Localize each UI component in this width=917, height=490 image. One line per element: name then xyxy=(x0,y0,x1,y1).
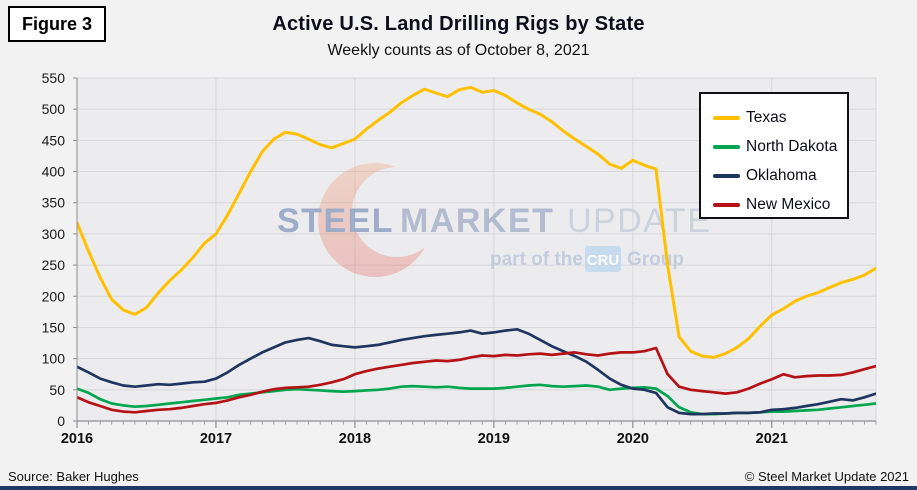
copyright-note: © Steel Market Update 2021 xyxy=(744,469,909,484)
chart-axes: 2016 2017 2018 2019 2020 2021 0 50 100 150 200 250 3… xyxy=(42,70,877,447)
legend-item-texas: Texas xyxy=(713,103,847,132)
svg-text:2020: 2020 xyxy=(617,431,649,447)
svg-text:450: 450 xyxy=(42,132,66,148)
chart-title: Active U.S. Land Drilling Rigs by State xyxy=(272,13,645,35)
cru-badge-label: CRU xyxy=(587,252,620,269)
svg-text:100: 100 xyxy=(42,351,66,367)
svg-text:2021: 2021 xyxy=(756,431,788,447)
svg-text:2017: 2017 xyxy=(200,431,232,447)
svg-text:550: 550 xyxy=(42,70,66,86)
watermark-text: STEEL MARKET UPDATE xyxy=(277,202,711,240)
cru-badge xyxy=(585,246,621,272)
legend-item-oklahoma: Oklahoma xyxy=(713,161,847,190)
svg-text:2016: 2016 xyxy=(61,431,93,447)
watermark-tagline: part of the xyxy=(490,249,583,270)
data-series-lines xyxy=(77,85,876,416)
svg-text:300: 300 xyxy=(42,226,66,242)
chart-legend: Texas North Dakota Oklahoma New Mexico xyxy=(699,92,849,219)
svg-text:2019: 2019 xyxy=(478,431,510,447)
figure-label: Figure 3 xyxy=(8,6,106,42)
chart-plot: STEEL MARKET UPDATE part of the CRU Grou… xyxy=(42,70,877,447)
chart-gridlines xyxy=(76,77,877,421)
legend-item-north-dakota: North Dakota xyxy=(713,132,847,161)
oklahoma-line-swatch xyxy=(713,173,740,178)
legend-item-new-mexico: New Mexico xyxy=(713,190,847,219)
svg-text:2018: 2018 xyxy=(339,431,371,447)
svg-text:350: 350 xyxy=(42,195,66,211)
legend-label-oklahoma: Oklahoma xyxy=(746,166,817,184)
svg-text:250: 250 xyxy=(42,257,66,273)
watermark: STEEL MARKET UPDATE part of the CRU Grou… xyxy=(277,145,711,305)
watermark-tagline-suffix: Group xyxy=(627,249,684,270)
legend-label-new-mexico: New Mexico xyxy=(746,195,831,213)
legend-label-texas: Texas xyxy=(746,108,787,126)
legend-label-north-dakota: North Dakota xyxy=(746,137,838,155)
texas-line-swatch xyxy=(713,115,740,120)
north-dakota-line-swatch xyxy=(713,144,740,149)
chart-subtitle: Weekly counts as of October 8, 2021 xyxy=(327,42,590,59)
svg-text:500: 500 xyxy=(42,101,66,117)
bottom-accent-bar xyxy=(0,486,917,490)
svg-text:200: 200 xyxy=(42,288,66,304)
watermark-crescent-logo xyxy=(300,145,460,305)
svg-text:400: 400 xyxy=(42,164,66,180)
new-mexico-line-swatch xyxy=(713,202,740,207)
svg-text:150: 150 xyxy=(42,319,66,335)
source-note: Source: Baker Hughes xyxy=(8,469,139,484)
svg-text:50: 50 xyxy=(49,382,65,398)
svg-text:0: 0 xyxy=(57,413,65,429)
